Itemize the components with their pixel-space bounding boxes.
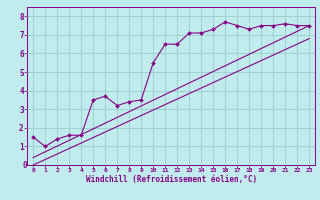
X-axis label: Windchill (Refroidissement éolien,°C): Windchill (Refroidissement éolien,°C) (86, 175, 257, 184)
Text: 0: 0 (23, 160, 27, 170)
